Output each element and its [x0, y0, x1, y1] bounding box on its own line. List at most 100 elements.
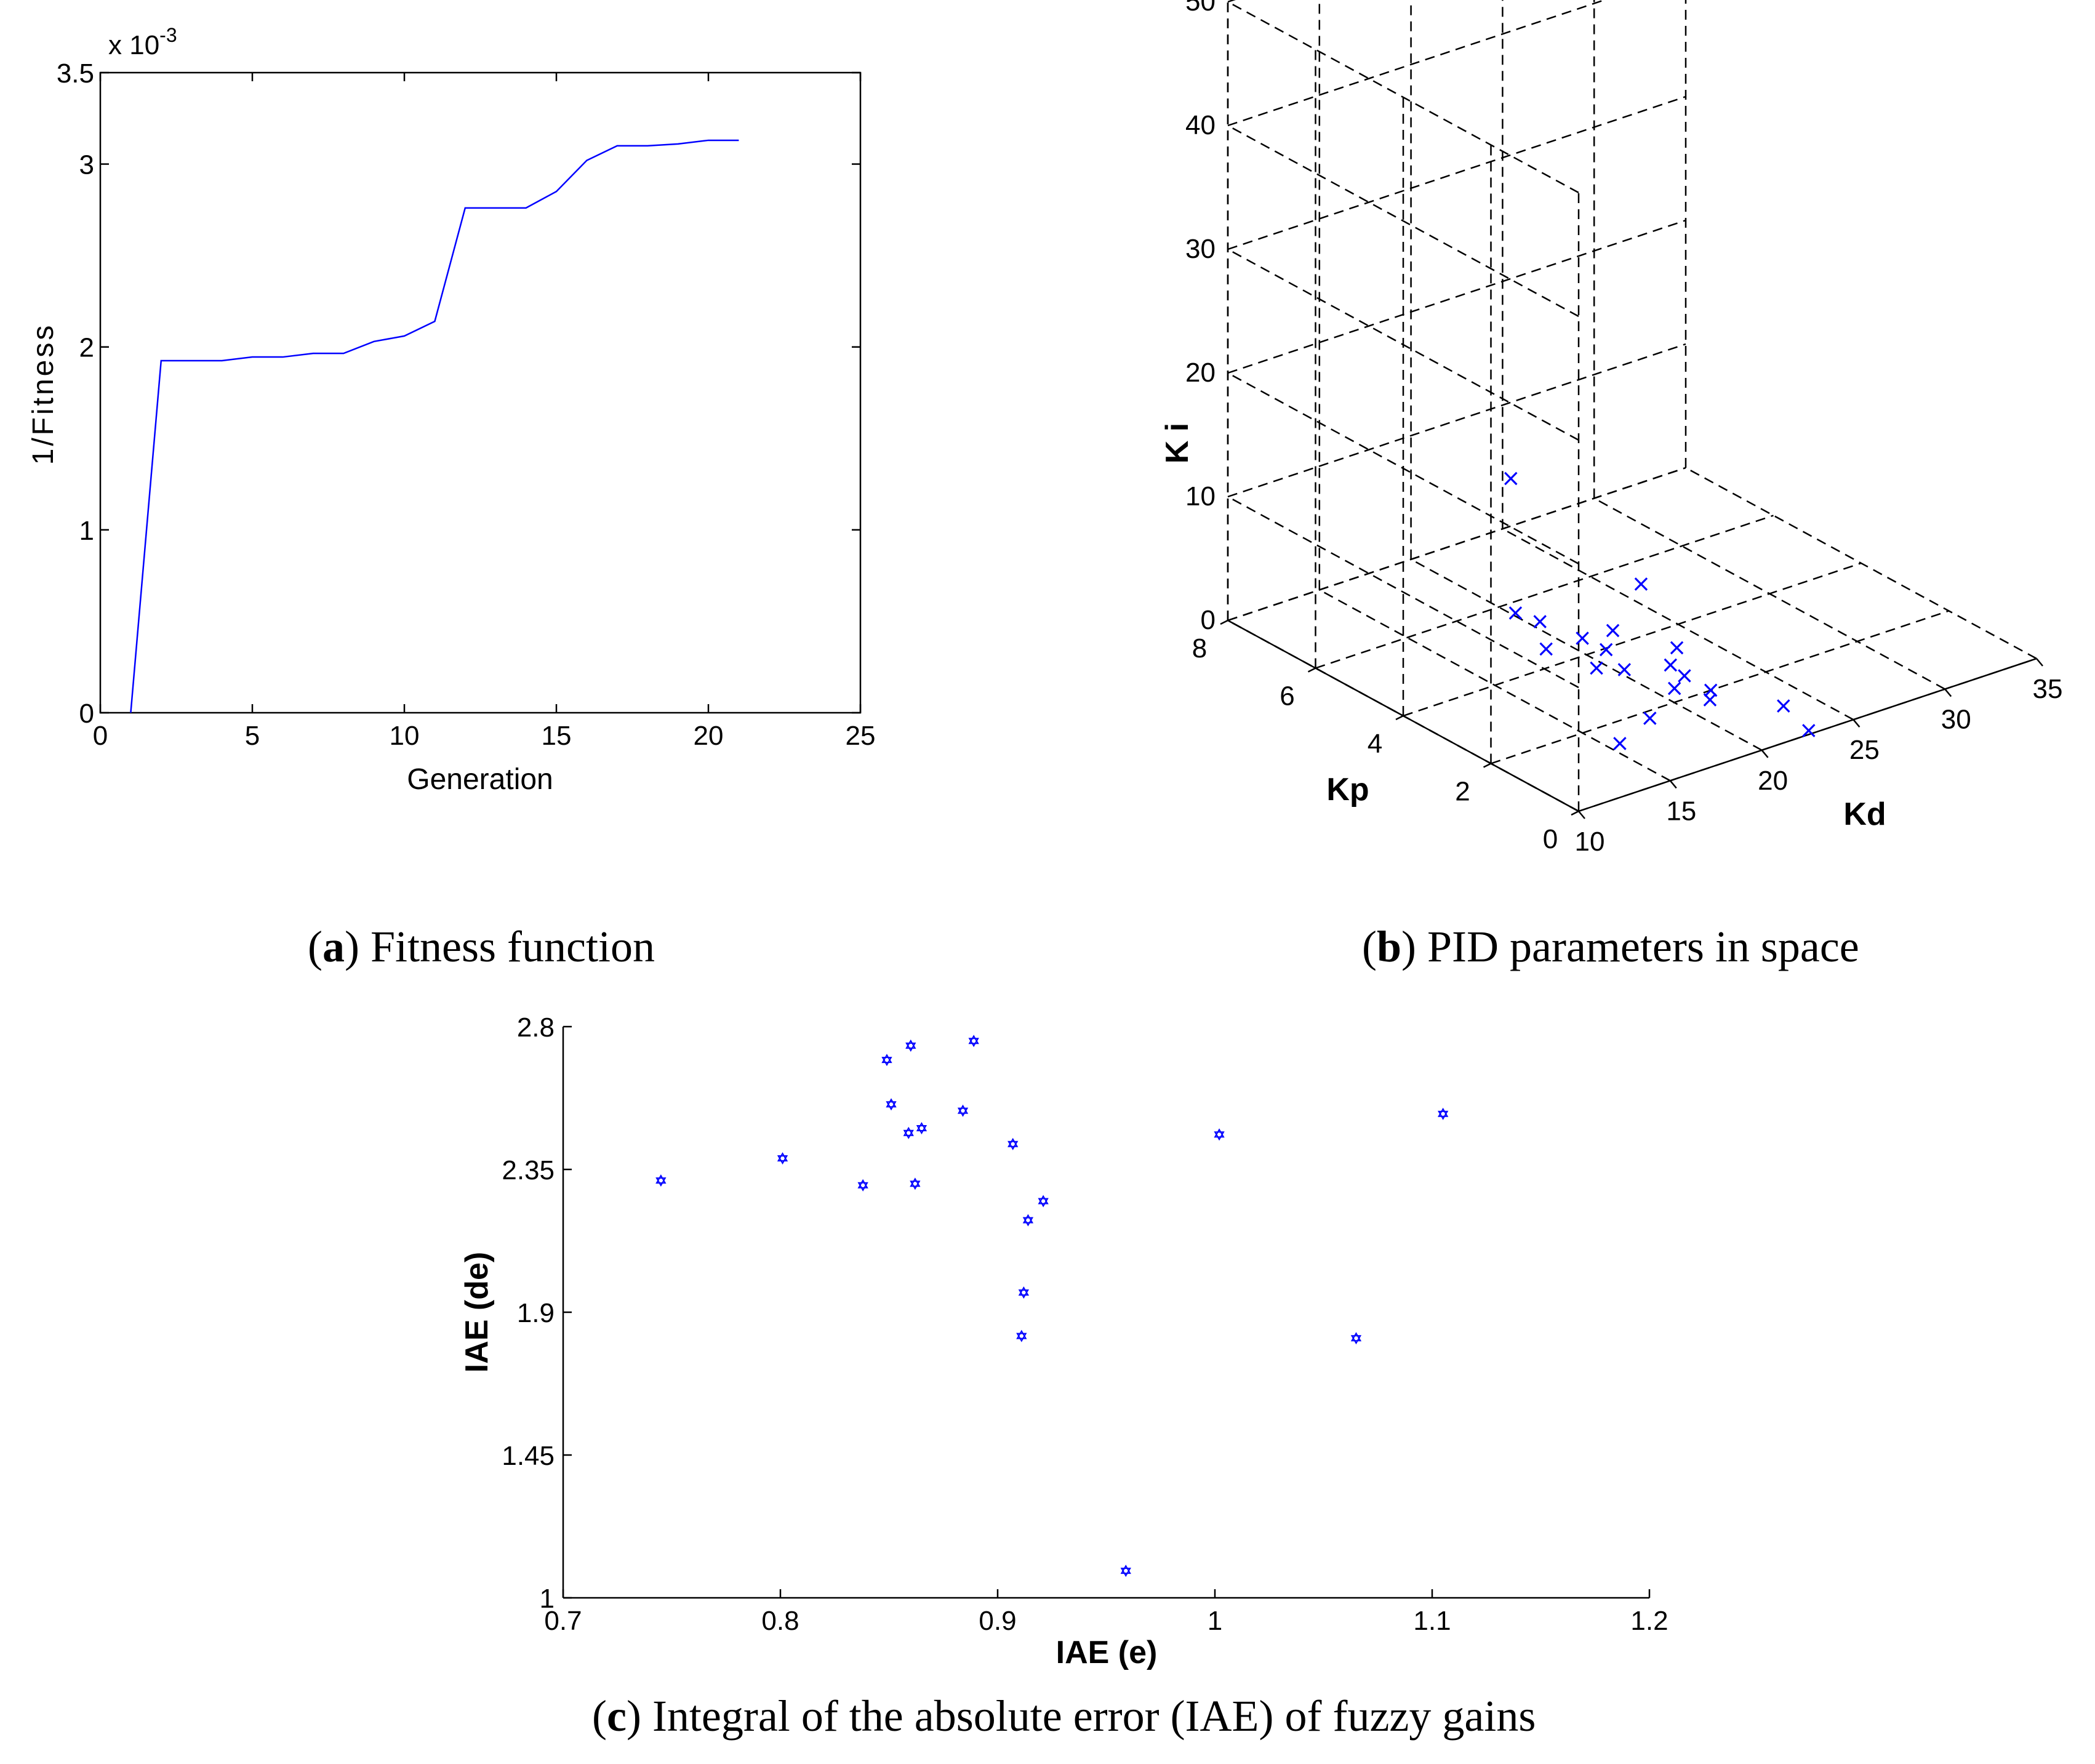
chart-b-back-wall-grid-ki	[1227, 219, 1686, 374]
chart-c-point	[655, 1174, 667, 1187]
chart-c-point	[1214, 1128, 1225, 1141]
chart-c-x-ticks: 0.7 0.8 0.9 1 1.1 1.2	[544, 1589, 1668, 1636]
chart-c-x-tick-label: 1	[1208, 1606, 1222, 1636]
chart-b-kd-axis-label: Kd	[1843, 796, 1886, 832]
chart-b-point: ×	[1665, 675, 1684, 702]
chart-b-kp-tick-label: 0	[1543, 824, 1558, 854]
chart-c-x-tick-label: 0.7	[544, 1606, 582, 1636]
chart-c-y-tick-label: 1.45	[502, 1441, 555, 1471]
caption-a: (a) Fitness function	[308, 922, 655, 971]
chart-c-point	[1016, 1329, 1027, 1342]
chart-b-left-wall-grid-ki	[1227, 1, 1579, 194]
chart-b-point: ×	[1530, 607, 1550, 635]
chart-b-left-wall-grid-ki	[1227, 248, 1579, 441]
chart-b-ki-tick-label: 20	[1185, 358, 1216, 388]
chart-b-kp-tick-label: 6	[1280, 681, 1294, 712]
chart-b-points: ×××××× ××××× ×××××××××	[1501, 465, 1819, 756]
chart-a-x-tick-label: 0	[93, 721, 108, 751]
chart-b-kp-tick-label: 4	[1368, 729, 1382, 759]
chart-c-points	[655, 1035, 1449, 1578]
chart-c-point	[1018, 1286, 1030, 1299]
chart-b-kd-tick-label: 20	[1758, 766, 1788, 796]
chart-b-ki-tick-label: 50	[1185, 0, 1216, 17]
chart-a-x-tick-label: 5	[245, 721, 260, 751]
chart-b-point: ×	[1700, 686, 1720, 713]
chart-a-x-tick-label: 20	[694, 721, 724, 751]
chart-b-kd-tick-mark	[1853, 719, 1861, 728]
chart-b-point: ×	[1572, 624, 1592, 651]
chart-b-point: ×	[1610, 729, 1630, 756]
chart-c-x-tick-label: 1.1	[1413, 1606, 1451, 1636]
chart-c-x-tick-label: 0.8	[761, 1606, 799, 1636]
caption-b: (b) PID parameters in space	[1362, 922, 1859, 971]
chart-b-kd-tick-label: 30	[1941, 705, 1971, 735]
chart-c-x-axis-label: IAE (e)	[1056, 1635, 1158, 1670]
chart-b-back-wall-grid-ki	[1227, 0, 1607, 127]
chart-b-ki-tick-label: 10	[1185, 481, 1216, 511]
chart-a-x-tick-label: 25	[846, 721, 876, 751]
chart-b-kp-axis-label: Kp	[1326, 772, 1369, 808]
chart-a-y-exponent: x 10-3	[108, 24, 177, 60]
chart-c-x-tick-label: 0.9	[979, 1606, 1016, 1636]
chart-c-point	[910, 1177, 921, 1190]
chart-a-x-tick-label: 15	[542, 721, 572, 751]
chart-c-point	[903, 1126, 914, 1139]
chart-c-point	[857, 1179, 868, 1192]
chart-b-left-wall-grid-ki	[1227, 495, 1579, 689]
chart-b-kd-axis	[1578, 657, 2037, 812]
chart-a-y-tick-label: 2	[79, 333, 94, 363]
chart-a-series-line	[130, 139, 739, 713]
chart-b-floor-grid-kp	[1491, 610, 1949, 764]
chart-b-point: ×	[1799, 716, 1819, 744]
chart-a-y-tick-label: 3	[79, 150, 94, 180]
caption-c: (c) Integral of the absolute error (IAE)…	[592, 1691, 1536, 1741]
chart-c-point	[1120, 1565, 1131, 1578]
chart-c-y-ticks: 1 1.45 1.9 2.35 2.8	[502, 1012, 572, 1614]
chart-b-ki-tick-label: 30	[1185, 234, 1216, 264]
chart-b-kd-tick-label: 35	[2033, 674, 2063, 704]
chart-b-point: ×	[1536, 635, 1556, 662]
chart-a-plot-frame	[99, 71, 862, 714]
chart-b-point: ×	[1774, 692, 1793, 719]
chart-b-kd-tick-mark	[1669, 780, 1677, 789]
chart-b-point: ×	[1632, 570, 1651, 597]
chart-b-ki-tick-label: 40	[1185, 110, 1216, 140]
chart-b-kd-tick-mark	[2036, 658, 2043, 667]
chart-c-iae: 0.7 0.8 0.9 1 1.1 1.2 1 1.45 1.9 2.35 2.8 IAE (e)…	[459, 1012, 1668, 1670]
chart-b-back-wall-grid-ki	[1227, 343, 1686, 498]
chart-c-point	[968, 1035, 979, 1048]
chart-a-fitness: 0 5 10 15 20 25 0 1 2 3 3.5 x 10-3 Generation 1/F…	[27, 24, 875, 796]
chart-a-y-tick-label: 1	[79, 516, 94, 546]
chart-c-y-tick-label: 2.8	[517, 1012, 555, 1043]
chart-c-point	[1437, 1107, 1449, 1120]
chart-b-floor-grid-kp	[1403, 562, 1862, 717]
chart-a-y-axis-label: 1/Fitness	[27, 323, 60, 465]
chart-b-kd-tick-mark	[1761, 749, 1769, 758]
chart-b-kd-tick-mark	[1578, 811, 1585, 819]
chart-b-kd-tick-mark	[1944, 688, 1952, 697]
chart-c-y-tick-label: 1	[540, 1584, 555, 1614]
chart-b-point: ×	[1675, 662, 1694, 689]
chart-a-y-ticks: 0 1 2 3 3.5	[57, 58, 860, 729]
chart-b-point: ×	[1501, 465, 1521, 492]
chart-c-y-axis-label: IAE (de)	[459, 1252, 495, 1373]
chart-c-point	[916, 1121, 927, 1134]
chart-c-point	[1350, 1332, 1362, 1345]
chart-b-kd-tick-label: 25	[1849, 735, 1880, 765]
chart-b-point: ×	[1667, 633, 1687, 660]
chart-b-point: ×	[1587, 654, 1606, 681]
chart-a-x-ticks: 0 5 10 15 20 25	[93, 73, 876, 751]
chart-b-point: ×	[1660, 651, 1680, 678]
chart-b-point: ×	[1506, 599, 1526, 626]
chart-b-left-wall-grid-ki	[1227, 372, 1579, 565]
chart-b-kd-tick-label: 10	[1575, 827, 1605, 857]
chart-c-point	[1007, 1137, 1019, 1150]
chart-a-y-tick-label: 0	[79, 699, 94, 729]
chart-b-left-wall-grid-ki	[1227, 124, 1579, 318]
chart-c-point	[1038, 1195, 1049, 1208]
chart-b-back-wall-grid-ki	[1227, 467, 1686, 622]
chart-b-point: ×	[1640, 704, 1660, 731]
chart-b-kd-tick-label: 15	[1666, 796, 1696, 826]
